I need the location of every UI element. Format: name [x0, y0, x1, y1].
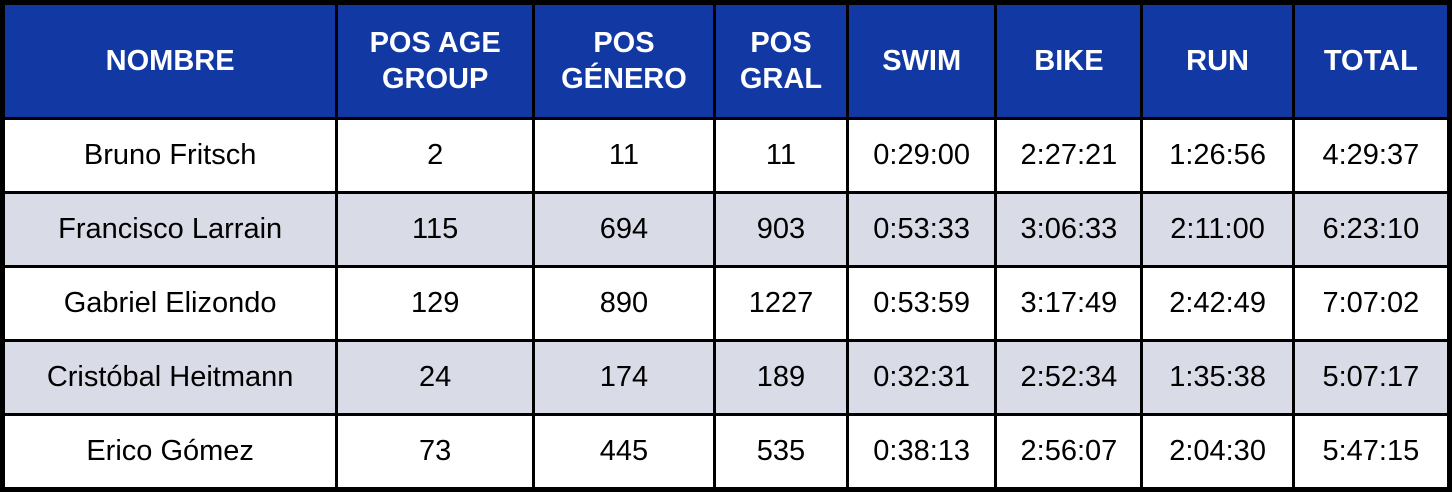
- cell-pos-age-group: 115: [335, 190, 536, 268]
- cell-run: 2:11:00: [1140, 190, 1295, 268]
- cell-bike: 2:52:34: [994, 338, 1144, 416]
- cell-pos-genero: 890: [532, 264, 716, 342]
- cell-bike: 2:27:21: [994, 117, 1144, 194]
- cell-pos-gral: 535: [712, 412, 850, 492]
- cell-nombre: Francisco Larrain: [0, 190, 339, 268]
- cell-pos-gral: 11: [712, 117, 850, 194]
- table-row: Cristóbal Heitmann 24 174 189 0:32:31 2:…: [0, 338, 1452, 416]
- cell-nombre: Cristóbal Heitmann: [0, 338, 339, 416]
- column-header-total: TOTAL: [1291, 1, 1452, 120]
- cell-swim: 0:53:33: [846, 190, 998, 268]
- cell-pos-genero: 694: [532, 190, 716, 268]
- cell-nombre: Erico Gómez: [0, 412, 339, 492]
- cell-total: 5:07:17: [1291, 338, 1452, 416]
- column-header-pos-age-group: POS AGE GROUP: [335, 1, 536, 120]
- column-header-bike: BIKE: [994, 1, 1144, 120]
- cell-swim: 0:29:00: [846, 117, 998, 194]
- table-row: Francisco Larrain 115 694 903 0:53:33 3:…: [0, 190, 1452, 268]
- cell-total: 6:23:10: [1291, 190, 1452, 268]
- table-row: Gabriel Elizondo 129 890 1227 0:53:59 3:…: [0, 264, 1452, 342]
- column-header-pos-genero: POS GÉNERO: [532, 1, 716, 120]
- cell-pos-genero: 11: [532, 117, 716, 194]
- column-header-pos-gral: POS GRAL: [712, 1, 850, 120]
- cell-total: 7:07:02: [1291, 264, 1452, 342]
- cell-swim: 0:53:59: [846, 264, 998, 342]
- cell-pos-age-group: 2: [335, 117, 536, 194]
- cell-bike: 2:56:07: [994, 412, 1144, 492]
- cell-pos-age-group: 73: [335, 412, 536, 492]
- cell-pos-age-group: 129: [335, 264, 536, 342]
- cell-run: 1:26:56: [1140, 117, 1295, 194]
- cell-pos-gral: 189: [712, 338, 850, 416]
- table-row: Erico Gómez 73 445 535 0:38:13 2:56:07 2…: [0, 412, 1452, 492]
- cell-pos-genero: 445: [532, 412, 716, 492]
- cell-pos-gral: 1227: [712, 264, 850, 342]
- cell-swim: 0:38:13: [846, 412, 998, 492]
- header-row: NOMBRE POS AGE GROUP POS GÉNERO POS GRAL…: [0, 1, 1452, 120]
- cell-total: 4:29:37: [1291, 117, 1452, 194]
- cell-pos-age-group: 24: [335, 338, 536, 416]
- cell-run: 1:35:38: [1140, 338, 1295, 416]
- cell-nombre: Gabriel Elizondo: [0, 264, 339, 342]
- cell-bike: 3:17:49: [994, 264, 1144, 342]
- cell-pos-gral: 903: [712, 190, 850, 268]
- column-header-swim: SWIM: [846, 1, 998, 120]
- table-body: Bruno Fritsch 2 11 11 0:29:00 2:27:21 1:…: [0, 117, 1452, 492]
- cell-pos-genero: 174: [532, 338, 716, 416]
- cell-run: 2:42:49: [1140, 264, 1295, 342]
- cell-total: 5:47:15: [1291, 412, 1452, 492]
- cell-run: 2:04:30: [1140, 412, 1295, 492]
- column-header-run: RUN: [1140, 1, 1295, 120]
- cell-swim: 0:32:31: [846, 338, 998, 416]
- table-row: Bruno Fritsch 2 11 11 0:29:00 2:27:21 1:…: [0, 117, 1452, 194]
- cell-nombre: Bruno Fritsch: [0, 117, 339, 194]
- cell-bike: 3:06:33: [994, 190, 1144, 268]
- column-header-nombre: NOMBRE: [0, 1, 339, 120]
- table-header: NOMBRE POS AGE GROUP POS GÉNERO POS GRAL…: [0, 1, 1452, 120]
